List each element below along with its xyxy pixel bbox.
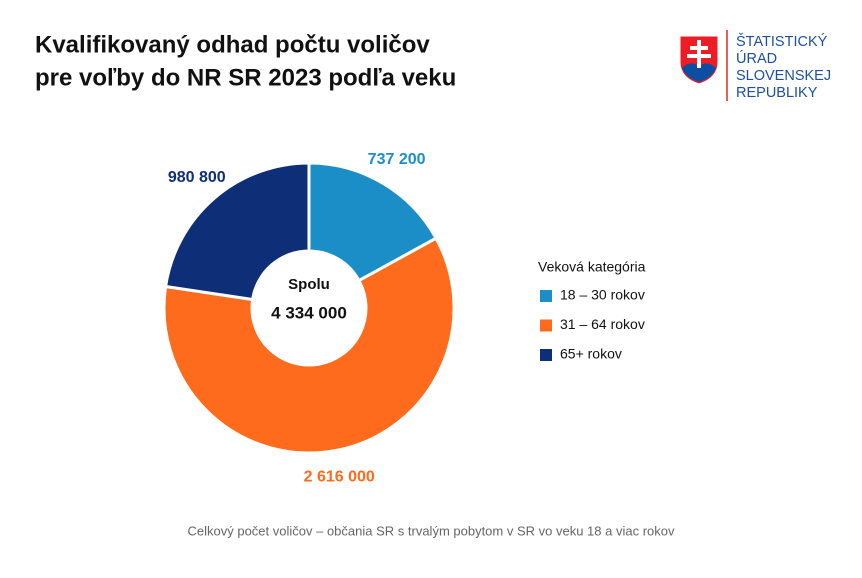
legend-label: 18 – 30 rokov	[560, 287, 645, 303]
slice	[307, 161, 439, 283]
legend-title: Veková kategória	[538, 259, 646, 275]
data-label: 980 800	[168, 169, 226, 186]
logo-cross	[687, 40, 711, 68]
chart-title: Kvalifikovaný odhad počtu voličov	[35, 31, 430, 58]
slice	[163, 161, 311, 302]
logo-text: REPUBLIKY	[736, 85, 818, 101]
data-label: 2 616 000	[304, 469, 375, 486]
logo-text: ÚRAD	[736, 50, 777, 67]
logo-text: SLOVENSKEJ	[736, 68, 831, 84]
chart-title: pre voľby do NR SR 2023 podľa veku	[35, 64, 456, 91]
logo-text: ŠTATISTICKÝ	[736, 33, 828, 50]
legend-swatch	[540, 319, 552, 332]
donut	[162, 161, 456, 455]
logo: ŠTATISTICKÝ ÚRAD SLOVENSKEJ REPUBLIKY	[679, 30, 831, 101]
legend-label: 65+ rokov	[560, 346, 622, 362]
logo-hills	[682, 63, 716, 82]
center-label: Spolu	[288, 276, 330, 293]
legend-swatch	[540, 349, 552, 361]
legend-label: 31 – 64 rokov	[560, 316, 645, 332]
legend-swatch	[540, 290, 552, 302]
footnote: Celkový počet voličov – občania SR s trv…	[188, 523, 675, 538]
data-label: 737 200	[368, 151, 426, 168]
slice	[162, 236, 456, 455]
center-value: 4 334 000	[271, 303, 347, 322]
